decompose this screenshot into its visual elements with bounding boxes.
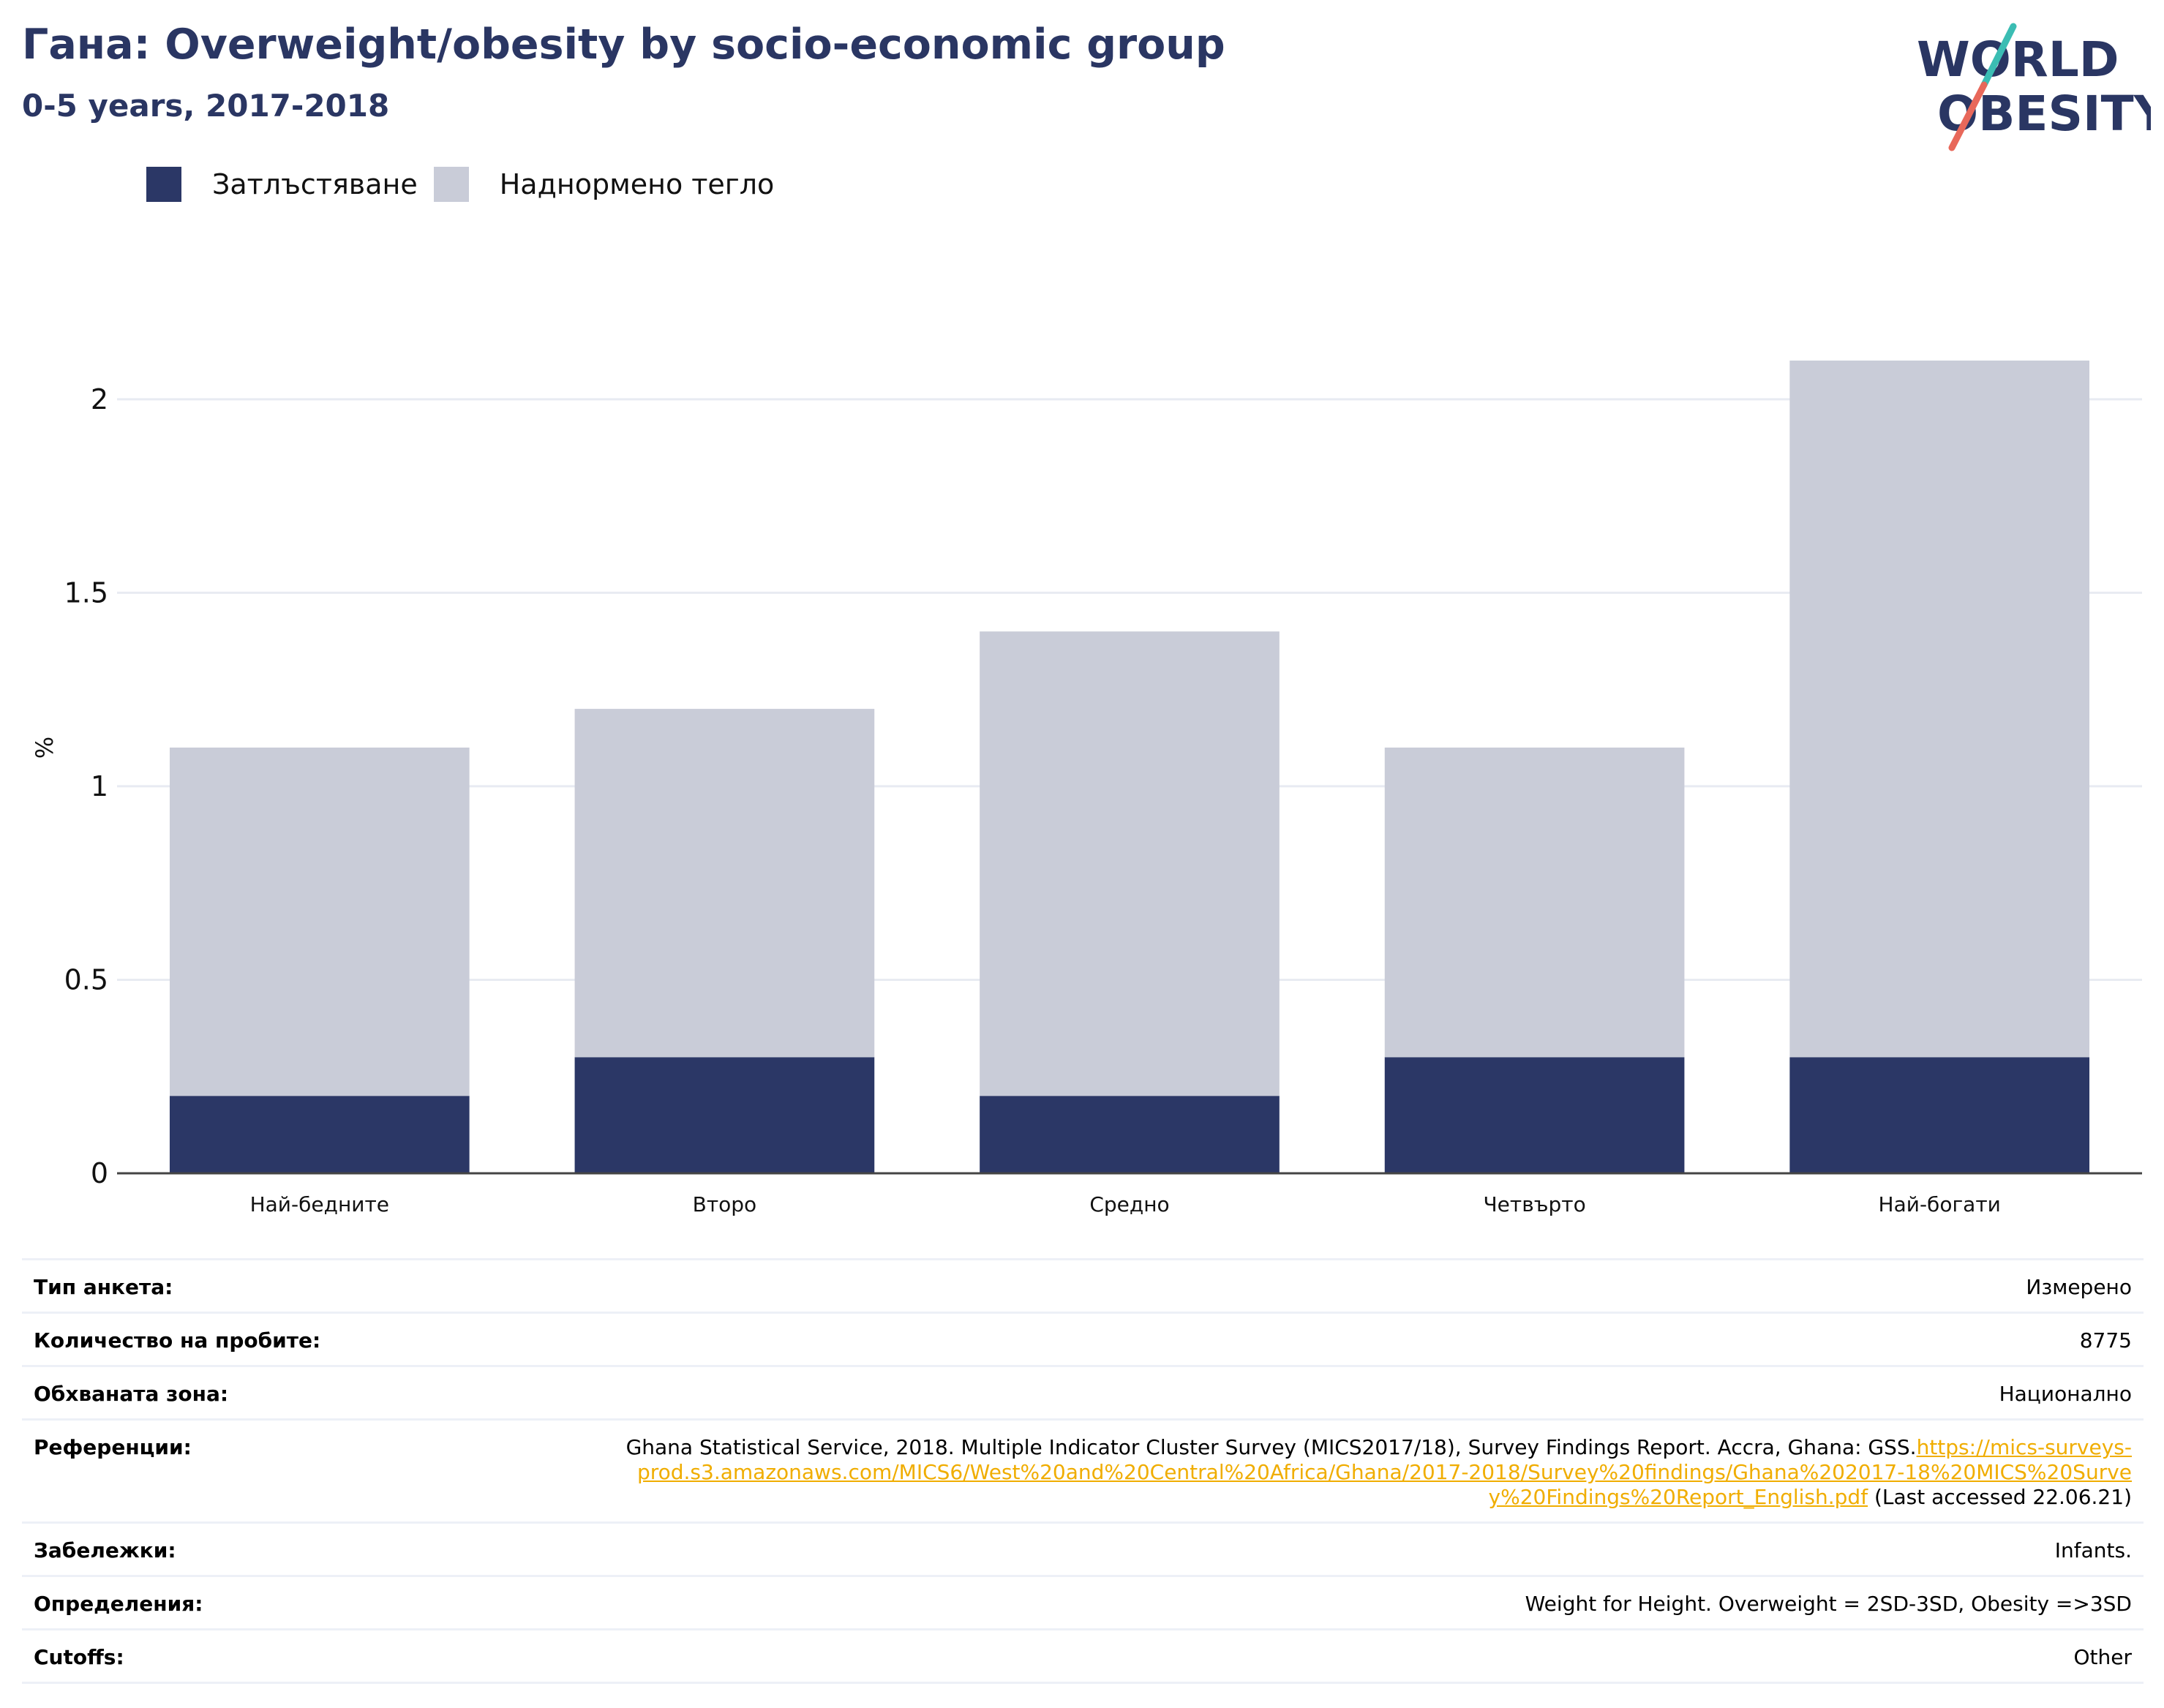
x-tick-label: Второ — [693, 1192, 757, 1216]
info-label: Референции: — [34, 1435, 192, 1459]
legend-label-obesity: Затлъстяване — [212, 168, 418, 200]
legend-label-overweight: Наднормено тегло — [499, 168, 775, 200]
bar-obesity — [1789, 1057, 2090, 1173]
reference-citation: Ghana Statistical Service, 2018. Multipl… — [625, 1435, 1917, 1459]
bar-obesity — [980, 1096, 1280, 1173]
info-label: Тип анкета: — [34, 1275, 173, 1299]
info-value: Weight for Height. Overweight = 2SD-3SD,… — [1525, 1592, 2132, 1616]
info-value: Национално — [1999, 1382, 2132, 1406]
bar-overweight — [574, 709, 875, 1058]
bar-overweight — [980, 631, 1280, 1096]
info-value: Other — [2073, 1645, 2132, 1669]
y-tick-label: 1.5 — [64, 576, 108, 609]
info-row-references: Референции: Ghana Statistical Service, 2… — [22, 1418, 2144, 1521]
y-tick-label: 0.5 — [64, 963, 108, 996]
info-row-area-covered: Обхваната зона: Национално — [22, 1365, 2144, 1418]
reference-text: Ghana Statistical Service, 2018. Multipl… — [625, 1435, 2132, 1510]
chart-legend: Затлъстяване Наднормено тегло — [146, 167, 790, 202]
bar-obesity — [169, 1096, 470, 1173]
info-value: 8775 — [2079, 1328, 2132, 1353]
bar-chart: 0 0.5 1 1.5 2% Най-бедните Второ Средно Четвърто… — [31, 360, 2142, 1216]
info-label: Забележки: — [34, 1538, 176, 1562]
info-value: Измерено — [2026, 1275, 2132, 1299]
info-row-notes: Забележки: Infants. — [22, 1521, 2144, 1575]
y-tick-label: 0 — [91, 1157, 108, 1189]
x-tick-label: Средно — [1089, 1192, 1169, 1216]
bar-obesity — [574, 1057, 875, 1173]
logo-red-slash — [1948, 81, 1988, 151]
legend-item-obesity[interactable]: Затлъстяване — [146, 167, 418, 202]
info-row-survey-type: Тип анкета: Измерено — [22, 1258, 2144, 1312]
page-title: Гана: Overweight/obesity by socio-econom… — [22, 20, 1225, 69]
x-tick-label: Най-бедните — [250, 1192, 389, 1216]
info-value: Infants. — [2054, 1538, 2132, 1562]
info-row-sample-size: Количество на пробите: 8775 — [22, 1312, 2144, 1365]
page-subtitle: 0-5 years, 2017-2018 — [22, 88, 390, 124]
survey-info-table: Тип анкета: Измерено Количество на проби… — [22, 1258, 2144, 1684]
logo-teal-slash — [1980, 23, 2017, 89]
legend-swatch-obesity — [146, 167, 181, 202]
x-tick-label: Четвърто — [1483, 1192, 1585, 1216]
info-label: Cutoffs: — [34, 1645, 124, 1669]
info-label: Определения: — [34, 1592, 203, 1616]
info-label: Обхваната зона: — [34, 1382, 229, 1406]
reference-link[interactable]: https://mics-surveys-prod.s3.amazonaws.c… — [636, 1435, 2132, 1509]
legend-item-overweight[interactable]: Наднормено тегло — [433, 167, 775, 202]
info-label: Количество на пробите: — [34, 1328, 321, 1353]
bar-overweight — [1789, 360, 2090, 1058]
reference-accessed: (Last accessed 22.06.21) — [1868, 1485, 2132, 1509]
legend-swatch-overweight — [433, 167, 469, 202]
x-tick-label: Най-богати — [1879, 1192, 2001, 1216]
bar-overweight — [169, 748, 470, 1096]
bar-overweight — [1384, 748, 1685, 1058]
world-obesity-logo: WORLD OBESITY — [1917, 23, 2151, 151]
info-row-cutoffs: Cutoffs: Other — [22, 1628, 2144, 1684]
info-row-definitions: Определения: Weight for Height. Overweig… — [22, 1575, 2144, 1628]
bar-obesity — [1384, 1057, 1685, 1173]
logo-line1: WORLD — [1917, 31, 2119, 88]
y-tick-label: 1 — [91, 770, 108, 802]
y-tick-label: 2 — [91, 383, 108, 415]
y-axis-label: % — [31, 737, 59, 759]
